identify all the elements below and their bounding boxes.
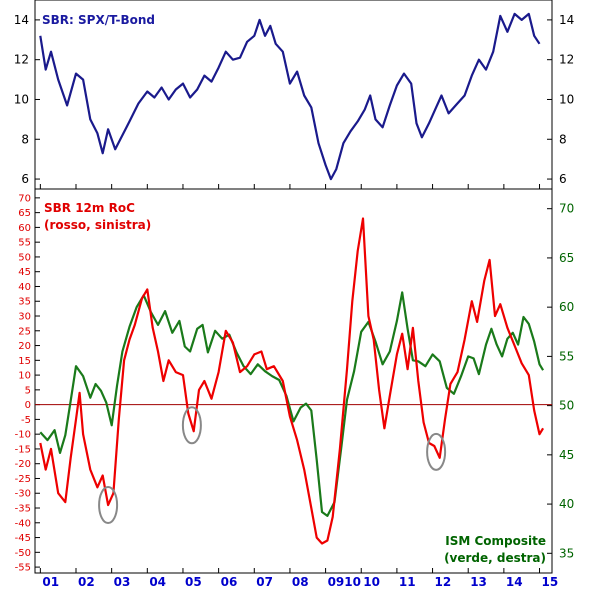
x-tick-label: 0910	[328, 575, 361, 589]
top-tick-label-right: 8	[559, 132, 567, 146]
x-tick-label: 01	[42, 575, 59, 589]
top-y-axis-left: 6 8 10 12 14	[14, 13, 40, 186]
top-tick-label-left: 12	[14, 53, 29, 67]
highlight-circle	[181, 406, 202, 445]
top-tick-label-left: 10	[14, 92, 29, 106]
x-tick-label: 13	[470, 575, 487, 589]
top-y-axis-right: 6 8 10 12 14	[547, 13, 574, 186]
x-tick-label: 05	[185, 575, 202, 589]
right-tick-label: 55	[559, 349, 574, 363]
top-tick-label-left: 6	[21, 172, 29, 186]
right-tick-label: 60	[559, 300, 574, 314]
left-tick-label: -35	[15, 504, 31, 515]
left-tick-label: 15	[18, 356, 31, 367]
left-tick-label: -25	[15, 474, 31, 485]
left-tick-label: -5	[21, 415, 31, 426]
right-series-title: ISM Composite	[445, 534, 546, 548]
left-tick-label: -40	[15, 518, 31, 529]
left-tick-label: 25	[18, 326, 31, 337]
left-tick-label: -10	[15, 430, 31, 441]
left-series-subtitle: (rosso, sinistra)	[44, 218, 151, 232]
x-tick-label: 15	[542, 575, 559, 589]
left-tick-label: 35	[18, 297, 31, 308]
spx-tbond-line	[39, 12, 541, 181]
left-tick-label: 40	[18, 282, 31, 293]
x-tick-label: 07	[256, 575, 273, 589]
left-tick-label: -30	[15, 489, 31, 500]
x-tick-label: 02	[78, 575, 95, 589]
left-tick-label: 10	[18, 371, 31, 382]
left-tick-label: 45	[18, 267, 31, 278]
x-tick-label: 06	[221, 575, 238, 589]
top-tick-label-left: 8	[21, 132, 29, 146]
right-tick-label: 70	[559, 202, 574, 216]
top-tick-label-right: 6	[559, 172, 567, 186]
top-tick-label-right: 12	[559, 53, 574, 67]
highlight-circle	[98, 486, 119, 525]
x-tick-label: 12	[435, 575, 452, 589]
bottom-panel: -55-50-45-40-35-30-25-20-15-10-505101520…	[15, 188, 574, 574]
x-tick-label: 08	[292, 575, 309, 589]
left-tick-label: 5	[25, 385, 31, 396]
right-tick-label: 35	[559, 546, 574, 560]
x-tick-label: 11	[399, 575, 416, 589]
left-tick-label: 0	[25, 400, 31, 411]
x-tick-label: 04	[149, 575, 166, 589]
left-tick-label: 65	[18, 208, 31, 219]
left-series-title: SBR 12m RoC	[44, 201, 135, 215]
top-series-group	[39, 12, 541, 181]
bottom-y-axis-right: 35 40 45 50 55 60 65 70	[547, 202, 574, 560]
ism-composite-line	[39, 291, 545, 517]
left-tick-label: 50	[18, 252, 31, 263]
top-tick-label-right: 14	[559, 13, 574, 27]
left-tick-label: -45	[15, 533, 31, 544]
top-panel: 6 8 10 12 14 6 8 10 12 14 SBR: SPX/T-Bond	[14, 0, 574, 190]
top-tick-label-left: 14	[14, 13, 29, 27]
left-tick-label: 20	[18, 341, 31, 352]
right-tick-label: 65	[559, 251, 574, 265]
sbr-roc-line	[39, 217, 545, 545]
bottom-y-axis-left: -55-50-45-40-35-30-25-20-15-10-505101520…	[15, 193, 40, 574]
left-tick-label: 60	[18, 223, 31, 234]
left-tick-label: 30	[18, 312, 31, 323]
highlight-circles	[98, 406, 447, 525]
left-tick-label: -20	[15, 459, 31, 470]
left-tick-label: -50	[15, 548, 31, 559]
highlight-circle	[426, 432, 447, 471]
right-tick-label: 40	[559, 497, 574, 511]
left-tick-label: 70	[18, 193, 31, 204]
left-tick-label: -55	[15, 563, 31, 574]
x-tick-label: 10	[363, 575, 380, 589]
top-tick-label-right: 10	[559, 92, 574, 106]
bottom-panel-frame	[34, 188, 553, 574]
right-series-subtitle: (verde, destra)	[444, 551, 546, 565]
x-tick-label: 14	[506, 575, 523, 589]
bottom-series-group	[39, 217, 545, 545]
left-tick-label: 55	[18, 238, 31, 249]
right-tick-label: 45	[559, 448, 574, 462]
x-axis: 01 02 03 04 05 06 07 08 0910 10 11 12 13 14 15	[39, 184, 559, 589]
x-tick-label: 03	[114, 575, 131, 589]
left-tick-label: -15	[15, 444, 31, 455]
top-panel-title: SBR: SPX/T-Bond	[42, 13, 155, 27]
right-tick-label: 50	[559, 399, 574, 413]
